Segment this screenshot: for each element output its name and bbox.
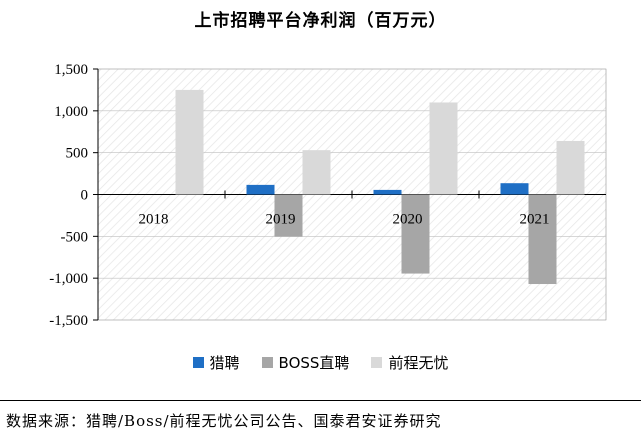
bar-qiancheng-2019 <box>302 150 331 195</box>
y-tick-label: -500 <box>61 229 89 245</box>
bar-qiancheng-2020 <box>429 102 458 195</box>
bar-liepin-2020 <box>373 189 402 195</box>
source-note: 数据来源：猎聘/Boss/前程无忧公司公告、国泰君安证券研究 <box>6 412 442 430</box>
x-tick-label: 2018 <box>139 212 169 228</box>
bar-boss-2019 <box>274 194 303 237</box>
legend: 猎聘 BOSS直聘 前程无忧 <box>0 352 641 373</box>
legend-label: 猎聘 <box>209 354 240 372</box>
legend-label: 前程无忧 <box>388 354 449 372</box>
x-tick-label: 2019 <box>266 212 296 228</box>
bar-boss-2021 <box>528 194 557 285</box>
legend-swatch <box>371 357 383 368</box>
legend-item-boss: BOSS直聘 <box>261 352 350 373</box>
legend-swatch <box>261 357 273 368</box>
y-tick-label: 1,500 <box>54 62 88 78</box>
legend-swatch <box>192 357 204 368</box>
y-tick-label: 0 <box>81 188 89 204</box>
legend-item-liepin: 猎聘 <box>192 352 240 373</box>
bar-qiancheng-2018 <box>175 89 204 195</box>
chart-title: 上市招聘平台净利润（百万元） <box>194 11 447 31</box>
y-tick-label: 500 <box>66 146 89 162</box>
x-tick-label: 2020 <box>393 212 423 228</box>
x-tick-label: 2021 <box>520 212 550 228</box>
bar-liepin-2019 <box>246 184 275 195</box>
y-tick-label: -1,500 <box>49 313 88 329</box>
bar-boss-2020 <box>401 194 430 274</box>
legend-label: BOSS直聘 <box>278 354 350 372</box>
bar-liepin-2021 <box>500 183 529 195</box>
y-tick-label: 1,000 <box>54 104 88 120</box>
legend-item-qiancheng: 前程无忧 <box>371 352 448 373</box>
y-tick-label: -1,000 <box>49 271 88 287</box>
divider <box>0 400 641 401</box>
bar-qiancheng-2021 <box>556 140 585 195</box>
